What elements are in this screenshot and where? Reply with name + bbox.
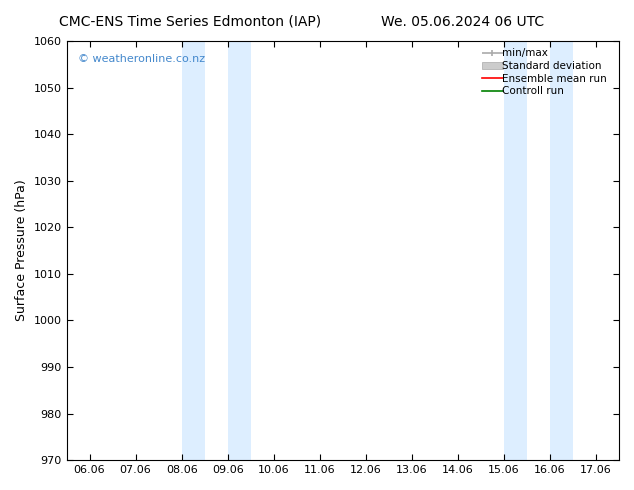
Text: CMC-ENS Time Series Edmonton (IAP): CMC-ENS Time Series Edmonton (IAP)	[59, 15, 321, 29]
Y-axis label: Surface Pressure (hPa): Surface Pressure (hPa)	[15, 180, 28, 321]
Bar	[228, 41, 250, 460]
Bar	[181, 41, 205, 460]
Legend: min/max, Standard deviation, Ensemble mean run, Controll run: min/max, Standard deviation, Ensemble me…	[478, 44, 616, 100]
Bar	[504, 41, 527, 460]
Bar	[550, 41, 573, 460]
Text: We. 05.06.2024 06 UTC: We. 05.06.2024 06 UTC	[381, 15, 545, 29]
Text: © weatheronline.co.nz: © weatheronline.co.nz	[77, 53, 205, 64]
